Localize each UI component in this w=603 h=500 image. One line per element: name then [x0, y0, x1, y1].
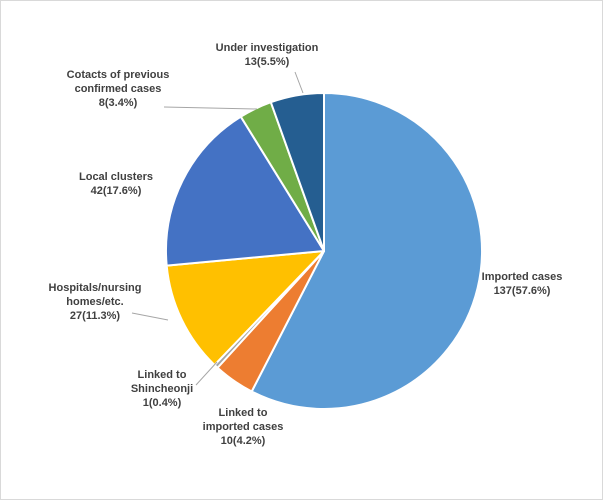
- leader-line-6: [294, 71, 304, 94]
- slice-value-text: 10(4.2%): [221, 435, 266, 447]
- slice-value-text: 8(3.4%): [99, 97, 138, 109]
- slice-label-4: Local clusters 42(17.6%): [79, 171, 153, 197]
- slice-label-line: Imported cases: [482, 271, 563, 283]
- leader-line-3: [131, 312, 169, 321]
- pie-slice-0: [250, 92, 484, 410]
- pie-slice-3: [165, 250, 325, 366]
- leader-lines: [131, 71, 304, 386]
- leader-line-5: [163, 106, 258, 110]
- slice-value-text: 137(57.6%): [494, 285, 551, 297]
- slice-label-line: confirmed cases: [75, 83, 162, 95]
- slice-label-line: Linked to: [138, 369, 187, 381]
- slice-label-line: Local clusters: [79, 171, 153, 183]
- slice-label-5: Cotacts of previous confirmed cases 8(3.4%…: [67, 69, 170, 109]
- slice-label-1: Linked to imported cases 10(4.2%): [203, 407, 284, 447]
- slice-value-text: 13(5.5%): [245, 56, 290, 68]
- slice-label-line: imported cases: [203, 421, 284, 433]
- data-labels: Imported cases 137(57.6%) Linked to importe…: [49, 42, 563, 447]
- slice-label-2: Linked to Shincheonji 1(0.4%): [131, 369, 193, 409]
- slice-label-line: Cotacts of previous: [67, 69, 170, 81]
- slice-value-text: 42(17.6%): [91, 185, 142, 197]
- slice-label-line: Under investigation: [216, 42, 319, 54]
- leader-line-2: [195, 361, 218, 386]
- slice-label-3: Hospitals/nursing homes/etc. 27(11.3%): [49, 282, 142, 322]
- slice-value-text: 27(11.3%): [70, 310, 120, 322]
- slice-label-0: Imported cases 137(57.6%): [482, 271, 563, 297]
- slice-value-text: 1(0.4%): [143, 397, 182, 409]
- pie-slices: [165, 92, 484, 410]
- slice-label-line: Hospitals/nursing: [49, 282, 142, 294]
- pie-slice-6: [269, 92, 325, 252]
- pie-slice-4: [165, 115, 325, 267]
- slice-label-line: Shincheonji: [131, 383, 193, 395]
- slice-label-line: Linked to: [219, 407, 268, 419]
- slice-label-line: homes/etc.: [66, 296, 123, 308]
- slice-label-6: Under investigation 13(5.5%): [216, 42, 319, 68]
